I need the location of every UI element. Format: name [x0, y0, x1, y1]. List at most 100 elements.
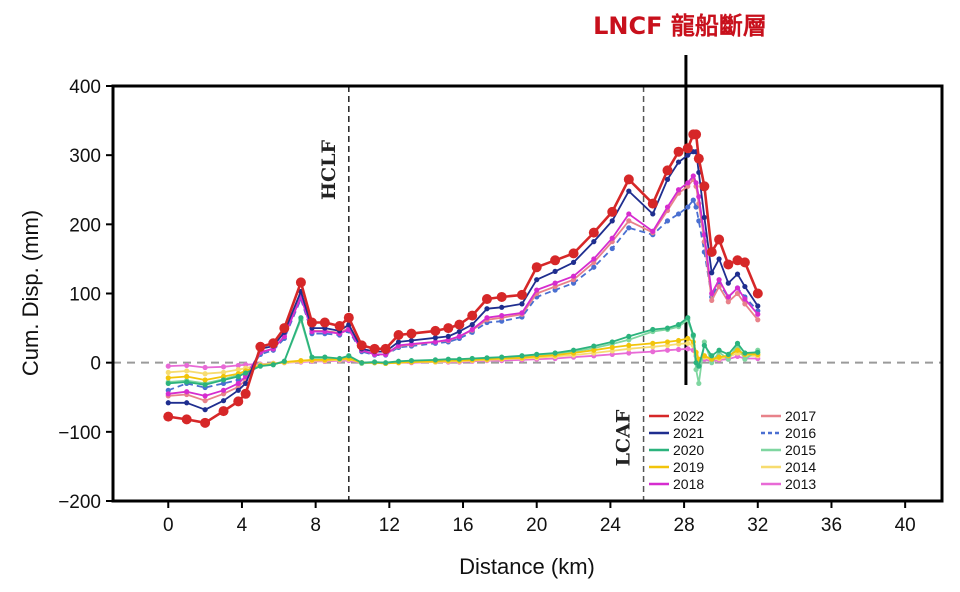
- data-point-2016: [675, 211, 682, 217]
- data-point-2022: [714, 234, 725, 245]
- legend-label: 2019: [673, 459, 704, 475]
- data-point-2021: [709, 270, 715, 276]
- data-point-2020: [383, 360, 389, 366]
- data-point-2018: [591, 256, 597, 262]
- series-line-2022: [168, 133, 760, 425]
- data-point-2018: [235, 380, 241, 387]
- legend-label: 2022: [673, 408, 704, 424]
- legend-item-2021: 2021: [649, 425, 704, 441]
- data-point-2021: [755, 303, 761, 309]
- data-point-2021: [552, 268, 558, 274]
- data-point-2019: [685, 335, 691, 342]
- data-point-2019: [675, 337, 682, 344]
- data-point-2013: [650, 349, 656, 355]
- data-point-2021: [701, 214, 707, 221]
- data-point-2020: [281, 358, 287, 364]
- data-point-2014: [184, 368, 190, 374]
- data-point-2022: [295, 277, 306, 288]
- data-point-2022: [356, 340, 367, 351]
- x-tick-label: 12: [379, 515, 400, 536]
- data-point-2022: [334, 321, 345, 332]
- x-tick-label: 4: [237, 515, 248, 536]
- data-point-2022: [568, 248, 579, 259]
- data-point-2013: [675, 346, 682, 353]
- data-point-2022: [607, 206, 618, 217]
- data-point-2020: [499, 354, 505, 360]
- data-point-2022: [723, 259, 734, 270]
- data-point-2015: [693, 366, 699, 373]
- data-point-2020: [322, 354, 328, 360]
- data-point-2016: [685, 204, 691, 210]
- data-point-2018: [456, 333, 462, 339]
- legend-label: 2017: [785, 408, 816, 424]
- y-tick-label: 0: [90, 354, 101, 375]
- data-point-2013: [685, 346, 691, 352]
- data-point-2022: [662, 165, 673, 176]
- data-point-2020: [591, 343, 597, 349]
- data-point-2018: [184, 389, 190, 395]
- data-point-2022: [531, 262, 542, 273]
- data-point-2013: [664, 347, 671, 353]
- data-point-2020: [469, 355, 475, 362]
- legend-item-2017: 2017: [761, 408, 816, 424]
- data-point-2018: [742, 296, 748, 302]
- data-point-2018: [609, 235, 615, 241]
- data-point-2021: [626, 188, 632, 194]
- data-point-2022: [588, 227, 599, 238]
- data-point-2020: [202, 382, 208, 388]
- series-2022: [163, 129, 763, 428]
- x-tick-label: 32: [747, 515, 768, 536]
- series-layer: [163, 129, 763, 428]
- data-point-2020: [755, 349, 761, 355]
- y-axis-label: Cum. Disp. (mm): [18, 210, 43, 376]
- data-point-2019: [298, 357, 304, 364]
- data-point-2020: [716, 347, 722, 353]
- data-point-2020: [734, 340, 741, 346]
- data-point-2022: [393, 330, 404, 340]
- data-point-2018: [534, 287, 540, 293]
- data-point-2016: [693, 204, 699, 210]
- data-point-2021: [609, 218, 615, 224]
- data-point-2022: [691, 129, 702, 140]
- data-point-2020: [709, 353, 715, 359]
- data-point-2018: [650, 228, 656, 234]
- x-axis-label: Distance (km): [459, 554, 595, 579]
- lcaf-fault-label: LCAF: [613, 409, 635, 466]
- data-point-2021: [408, 337, 415, 344]
- data-point-2013: [202, 364, 208, 371]
- data-point-2019: [664, 339, 671, 345]
- y-tick-label: 100: [69, 285, 101, 306]
- data-point-2020: [445, 356, 451, 362]
- data-point-2022: [406, 328, 417, 339]
- data-point-2018: [690, 173, 696, 179]
- data-point-2020: [220, 377, 227, 383]
- data-point-2022: [647, 198, 658, 209]
- data-point-2022: [752, 288, 763, 299]
- legend-label: 2016: [785, 425, 816, 441]
- data-point-2022: [739, 257, 750, 268]
- data-point-2021: [742, 283, 748, 290]
- data-point-2022: [218, 406, 229, 417]
- data-point-2020: [664, 325, 671, 331]
- data-point-2021: [570, 259, 577, 265]
- data-point-2020: [725, 351, 731, 357]
- legend-item-2015: 2015: [761, 442, 816, 458]
- y-tick-label: 200: [69, 215, 101, 236]
- legend-label: 2020: [673, 442, 704, 458]
- data-point-2018: [220, 387, 227, 393]
- data-point-2020: [359, 360, 365, 366]
- data-point-2020: [701, 342, 707, 348]
- data-point-2017: [725, 299, 731, 305]
- data-point-2018: [165, 391, 171, 397]
- data-point-2022: [550, 255, 561, 266]
- legend-label: 2014: [785, 459, 816, 475]
- data-point-2021: [484, 306, 490, 312]
- data-point-2020: [685, 315, 691, 321]
- data-point-2022: [200, 417, 211, 428]
- legend-item-2014: 2014: [761, 459, 816, 475]
- data-point-2018: [202, 393, 208, 399]
- data-point-2017: [709, 297, 715, 304]
- data-point-2022: [706, 247, 717, 257]
- data-point-2022: [682, 143, 693, 154]
- x-tick-label: 40: [895, 515, 916, 536]
